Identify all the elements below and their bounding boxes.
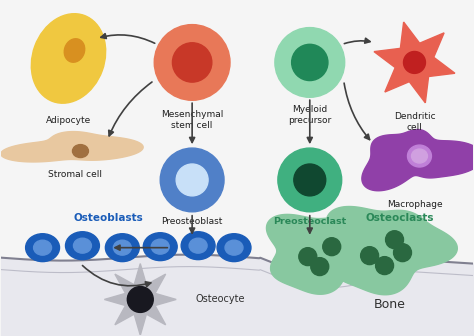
Ellipse shape <box>65 232 100 260</box>
Circle shape <box>294 164 326 196</box>
Circle shape <box>154 25 230 100</box>
Ellipse shape <box>64 39 85 62</box>
Ellipse shape <box>151 239 169 254</box>
Polygon shape <box>362 129 474 191</box>
Circle shape <box>173 43 212 82</box>
Circle shape <box>292 44 328 81</box>
Circle shape <box>160 148 224 212</box>
Ellipse shape <box>181 232 215 260</box>
Polygon shape <box>104 264 176 335</box>
Ellipse shape <box>26 234 60 262</box>
Polygon shape <box>327 207 457 295</box>
Polygon shape <box>1 132 143 162</box>
Text: Dendritic
cell: Dendritic cell <box>394 112 435 132</box>
Text: Preosteoblast: Preosteoblast <box>162 217 223 226</box>
Circle shape <box>403 51 426 73</box>
Text: Myeloid
precursor: Myeloid precursor <box>288 105 331 125</box>
Ellipse shape <box>411 149 428 163</box>
Circle shape <box>323 238 341 256</box>
Polygon shape <box>266 214 386 294</box>
Circle shape <box>393 244 411 262</box>
Ellipse shape <box>31 14 106 103</box>
Text: Osteoblasts: Osteoblasts <box>73 213 143 223</box>
Text: Macrophage: Macrophage <box>387 200 442 209</box>
Circle shape <box>278 148 342 212</box>
Ellipse shape <box>143 233 177 261</box>
Text: Stromal cell: Stromal cell <box>48 170 102 179</box>
Ellipse shape <box>408 145 431 167</box>
Ellipse shape <box>73 238 91 253</box>
Polygon shape <box>374 22 455 103</box>
Circle shape <box>275 28 345 97</box>
Text: Preosteoclast: Preosteoclast <box>273 217 346 226</box>
Ellipse shape <box>34 240 52 255</box>
Circle shape <box>361 247 379 264</box>
Text: Osteoclasts: Osteoclasts <box>365 213 434 223</box>
Ellipse shape <box>225 240 243 255</box>
Ellipse shape <box>189 238 207 253</box>
Circle shape <box>299 248 317 265</box>
Ellipse shape <box>217 234 251 262</box>
Text: Osteocyte: Osteocyte <box>195 294 245 304</box>
Text: Bone: Bone <box>374 298 405 311</box>
Text: Mesenchymal
stem cell: Mesenchymal stem cell <box>161 110 223 130</box>
Ellipse shape <box>105 234 139 262</box>
Circle shape <box>385 231 403 249</box>
Ellipse shape <box>73 144 89 158</box>
Circle shape <box>128 287 153 312</box>
Text: Adipocyte: Adipocyte <box>46 116 91 125</box>
Circle shape <box>375 257 393 275</box>
Circle shape <box>176 164 208 196</box>
Circle shape <box>311 258 329 276</box>
Ellipse shape <box>113 240 131 255</box>
